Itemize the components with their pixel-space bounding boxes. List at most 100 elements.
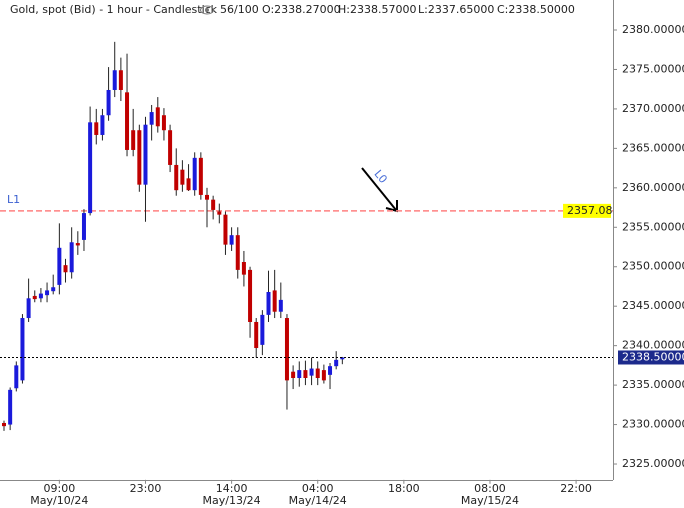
candle <box>168 124 173 173</box>
candle <box>309 357 314 386</box>
candle-body <box>20 318 25 381</box>
candle-body <box>69 242 74 273</box>
candle-body <box>223 214 228 245</box>
candle-body <box>186 178 191 191</box>
y-tick-label: 2335.00000 <box>622 378 684 391</box>
candle <box>192 152 197 196</box>
candle-body <box>8 389 13 425</box>
candle <box>260 310 265 356</box>
candle <box>229 227 234 251</box>
y-tick-label: 2375.00000 <box>622 62 684 75</box>
candle <box>100 108 105 141</box>
candle-body <box>198 157 203 195</box>
x-tick-label: 22:00 <box>560 482 592 495</box>
candle <box>155 97 160 133</box>
candle <box>272 269 277 319</box>
candle-body <box>94 122 99 135</box>
candle-body <box>204 194 209 200</box>
x-tick-label: 14:00 <box>216 482 248 495</box>
candle <box>297 361 302 387</box>
candle <box>211 195 216 220</box>
candle-body <box>254 321 259 349</box>
candle-body <box>38 293 43 299</box>
candle-body <box>303 370 308 379</box>
candle <box>321 364 326 384</box>
candle-body <box>260 314 265 345</box>
candle-body <box>309 368 314 376</box>
candle <box>217 203 222 224</box>
y-tick-label: 2330.00000 <box>622 418 684 431</box>
y-tick-label: 2345.00000 <box>622 299 684 312</box>
candle <box>38 288 43 303</box>
candle-body <box>174 164 179 191</box>
candle-body <box>118 70 123 90</box>
y-tick-label: 2380.00000 <box>622 23 684 36</box>
candle <box>284 314 289 410</box>
candle <box>198 152 203 200</box>
candle <box>180 160 185 192</box>
candle <box>149 104 154 141</box>
y-tick-label: 2350.00000 <box>622 260 684 273</box>
candle-body <box>161 115 166 131</box>
candle <box>315 361 320 386</box>
x-tick-label: 18:00 <box>388 482 420 495</box>
candle-body <box>334 359 339 367</box>
candle-body <box>297 370 302 379</box>
candle <box>340 356 345 365</box>
chart-title: Gold, spot (Bid) - 1 hour - Candlestick <box>10 3 218 16</box>
y-tick-label: 2365.00000 <box>622 141 684 154</box>
candle-body <box>340 357 345 360</box>
x-tick-label: 04:00 <box>302 482 334 495</box>
candle-body <box>211 199 216 210</box>
l0-label: L0 <box>371 168 389 186</box>
candle <box>248 266 253 338</box>
candle-body <box>131 130 136 150</box>
candle <box>334 351 339 370</box>
candle-body <box>229 235 234 245</box>
x-tick-label: 08:00 <box>474 482 506 495</box>
candle <box>186 164 191 191</box>
candle-body <box>248 269 253 322</box>
candle <box>241 250 246 287</box>
candle-body <box>14 365 19 389</box>
candle <box>174 148 179 196</box>
horizontal-line-name: L1 <box>7 193 20 206</box>
candle <box>235 227 240 279</box>
candle <box>32 290 37 303</box>
candle-body <box>168 130 173 165</box>
candle <box>8 387 13 431</box>
candle <box>223 211 228 255</box>
horizontal-line-label-box <box>563 203 611 218</box>
candle-body <box>278 299 283 312</box>
last-price-box <box>618 350 684 365</box>
eye-icon[interactable] <box>200 5 214 15</box>
bar-count: 56/100 <box>220 3 259 16</box>
candle-body <box>106 89 111 116</box>
candle <box>291 365 296 390</box>
y-tick-label: 2355.00000 <box>622 220 684 233</box>
candle-body <box>100 115 105 135</box>
candle <box>254 318 259 358</box>
candle-body <box>284 318 289 381</box>
candle-body <box>75 243 80 246</box>
horizontal-line-label: 2357.08 <box>567 204 613 217</box>
candle <box>94 108 99 145</box>
candle <box>106 67 111 121</box>
x-date-label: May/14/24 <box>289 494 347 507</box>
candle-body <box>328 366 333 375</box>
candle-body <box>217 211 222 215</box>
candle <box>112 41 117 98</box>
ohlc-close: C:2338.50000 <box>497 3 575 16</box>
x-tick-label: 09:00 <box>44 482 76 495</box>
candle-body <box>155 107 160 127</box>
candle-body <box>321 370 326 381</box>
candle <box>81 209 86 251</box>
last-price-label: 2338.50000 <box>622 350 684 363</box>
candle-body <box>143 124 148 185</box>
candle <box>20 314 25 384</box>
candle-body <box>26 298 31 319</box>
x-date-label: May/15/24 <box>461 494 519 507</box>
candle-body <box>81 213 86 240</box>
candle <box>1 420 6 431</box>
